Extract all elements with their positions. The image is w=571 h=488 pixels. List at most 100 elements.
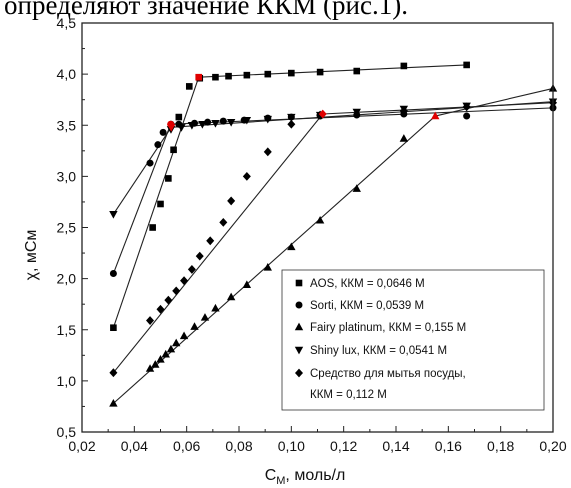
point-triangle-up-2-3	[156, 355, 165, 363]
legend-label-4-line2: ККМ = 0,112 М	[310, 389, 387, 401]
legend: AOS, ККМ = 0,0646 М Sorti, ККМ = 0,0539 М…	[281, 269, 545, 411]
y-tick-label: 1,0	[57, 373, 77, 389]
point-square-0-9	[225, 72, 232, 80]
cmc-point-0	[195, 73, 203, 81]
x-tick-label: 0,10	[278, 438, 305, 454]
point-square-0-8	[212, 73, 219, 81]
plot-area	[109, 61, 558, 407]
legend-box	[281, 269, 545, 411]
point-triangle-up-2-14	[287, 242, 296, 251]
point-diamond-4-15	[399, 106, 408, 116]
point-square-0-13	[316, 68, 324, 76]
point-triangle-up-2-0	[109, 398, 118, 407]
cmc-point-2	[431, 111, 440, 120]
x-tick-label: 0,08	[225, 438, 252, 454]
point-diamond-4-10	[227, 196, 236, 206]
point-square-0-4	[170, 146, 177, 154]
fit-line-4-1	[322, 102, 554, 115]
point-diamond-4-12	[263, 147, 272, 157]
point-circle-1-1	[146, 159, 154, 167]
point-triangle-down-3-2	[177, 124, 186, 132]
point-triangle-down-3-7	[242, 116, 252, 125]
axes: 0,02 0,04 0,06 0,08 0,10 0,12 0,14 0,16 0,18 0,20…	[57, 15, 567, 454]
point-triangle-down-3-0	[109, 211, 118, 219]
legend-marker-circle	[295, 301, 303, 309]
legend-label-0: AOS, ККМ = 0,0646 М	[310, 278, 425, 290]
point-square-0-1	[149, 224, 156, 231]
point-square-0-3	[165, 175, 172, 182]
point-circle-1-7	[204, 118, 212, 126]
point-square-0-2	[157, 200, 164, 208]
fit-line-1-1	[170, 107, 554, 125]
fit-line-3-0	[112, 126, 172, 215]
point-circle-1-15	[463, 112, 471, 120]
point-diamond-4-4	[172, 286, 181, 296]
point-diamond-4-6	[187, 265, 196, 274]
cmc-point-3	[167, 124, 176, 132]
point-triangle-down-3-3	[187, 122, 197, 130]
x-tick-label: 0,12	[330, 438, 357, 454]
y-tick-label: 3,0	[57, 168, 77, 184]
fit-line-0-1	[198, 64, 467, 78]
point-circle-1-0	[109, 270, 117, 278]
point-circle-1-2	[154, 141, 162, 149]
y-tick-label: 2,0	[57, 271, 77, 287]
point-triangle-down-3-9	[287, 113, 296, 122]
x-axis-title-symbol: C	[265, 467, 277, 484]
legend-label-2: Fairy platinum, ККМ = 0,155 М	[310, 322, 466, 334]
point-diamond-4-9	[219, 217, 228, 227]
point-triangle-up-2-16	[352, 184, 361, 192]
point-diamond-4-11	[242, 171, 251, 181]
legend-label-3: Shiny lux, ККМ = 0,0541 М	[310, 345, 447, 357]
top-text: определяют значение ККМ (рис.1).	[4, 0, 408, 20]
y-axis-title: χ, мСм	[23, 230, 40, 281]
point-square-0-5	[175, 113, 183, 121]
point-triangle-up-2-7	[179, 331, 189, 340]
point-circle-1-8	[219, 117, 227, 125]
fit-line-4-0	[112, 113, 324, 374]
point-diamond-4-16	[462, 102, 471, 112]
point-circle-1-3	[159, 128, 167, 136]
cmc-point-4	[318, 109, 327, 119]
y-tick-label: 2,5	[57, 220, 77, 236]
y-tick-label: 1,5	[57, 322, 77, 338]
point-triangle-down-3-8	[263, 115, 272, 124]
y-tick-label: 3,5	[57, 117, 77, 133]
x-tick-label: 0,02	[68, 438, 95, 454]
point-triangle-up-2-10	[211, 303, 220, 312]
legend-label-1: Sorti, ККМ = 0,0539 М	[310, 300, 424, 312]
x-tick-label: 0,18	[487, 438, 514, 454]
x-tick-label: 0,16	[435, 438, 462, 454]
x-tick-label: 0,04	[121, 438, 148, 454]
point-diamond-4-5	[180, 276, 189, 286]
point-triangle-up-2-13	[263, 262, 272, 271]
y-tick-label: 0,5	[57, 424, 77, 440]
point-diamond-4-3	[164, 295, 173, 305]
legend-marker-diamond	[295, 368, 303, 378]
x-tick-label: 0,20	[539, 438, 566, 454]
point-triangle-up-2-12	[242, 280, 252, 288]
x-axis-title-subscript: М	[276, 475, 285, 487]
point-triangle-down-3-11	[352, 108, 361, 117]
point-triangle-up-2-6	[172, 338, 181, 347]
legend-label-4: Средство для мытья посуды,	[310, 368, 466, 380]
point-triangle-up-2-9	[200, 313, 210, 321]
point-square-0-10	[243, 71, 251, 79]
point-diamond-4-2	[156, 304, 165, 314]
fit-line-2-1	[435, 87, 554, 117]
point-diamond-4-7	[195, 251, 204, 261]
point-triangle-up-2-1	[145, 364, 155, 372]
point-triangle-down-3-6	[226, 118, 236, 127]
point-square-0-15	[400, 62, 408, 70]
point-triangle-up-2-2	[151, 360, 160, 368]
legend-marker-square	[295, 279, 303, 287]
point-square-0-14	[353, 67, 361, 75]
x-tick-label: 0,14	[382, 438, 409, 454]
point-triangle-up-2-11	[226, 292, 236, 301]
point-diamond-4-13	[287, 119, 296, 129]
point-square-0-11	[264, 70, 272, 78]
point-triangle-up-2-4	[161, 349, 170, 358]
point-triangle-down-3-4	[198, 121, 207, 129]
y-tick-label: 4,5	[57, 15, 77, 31]
